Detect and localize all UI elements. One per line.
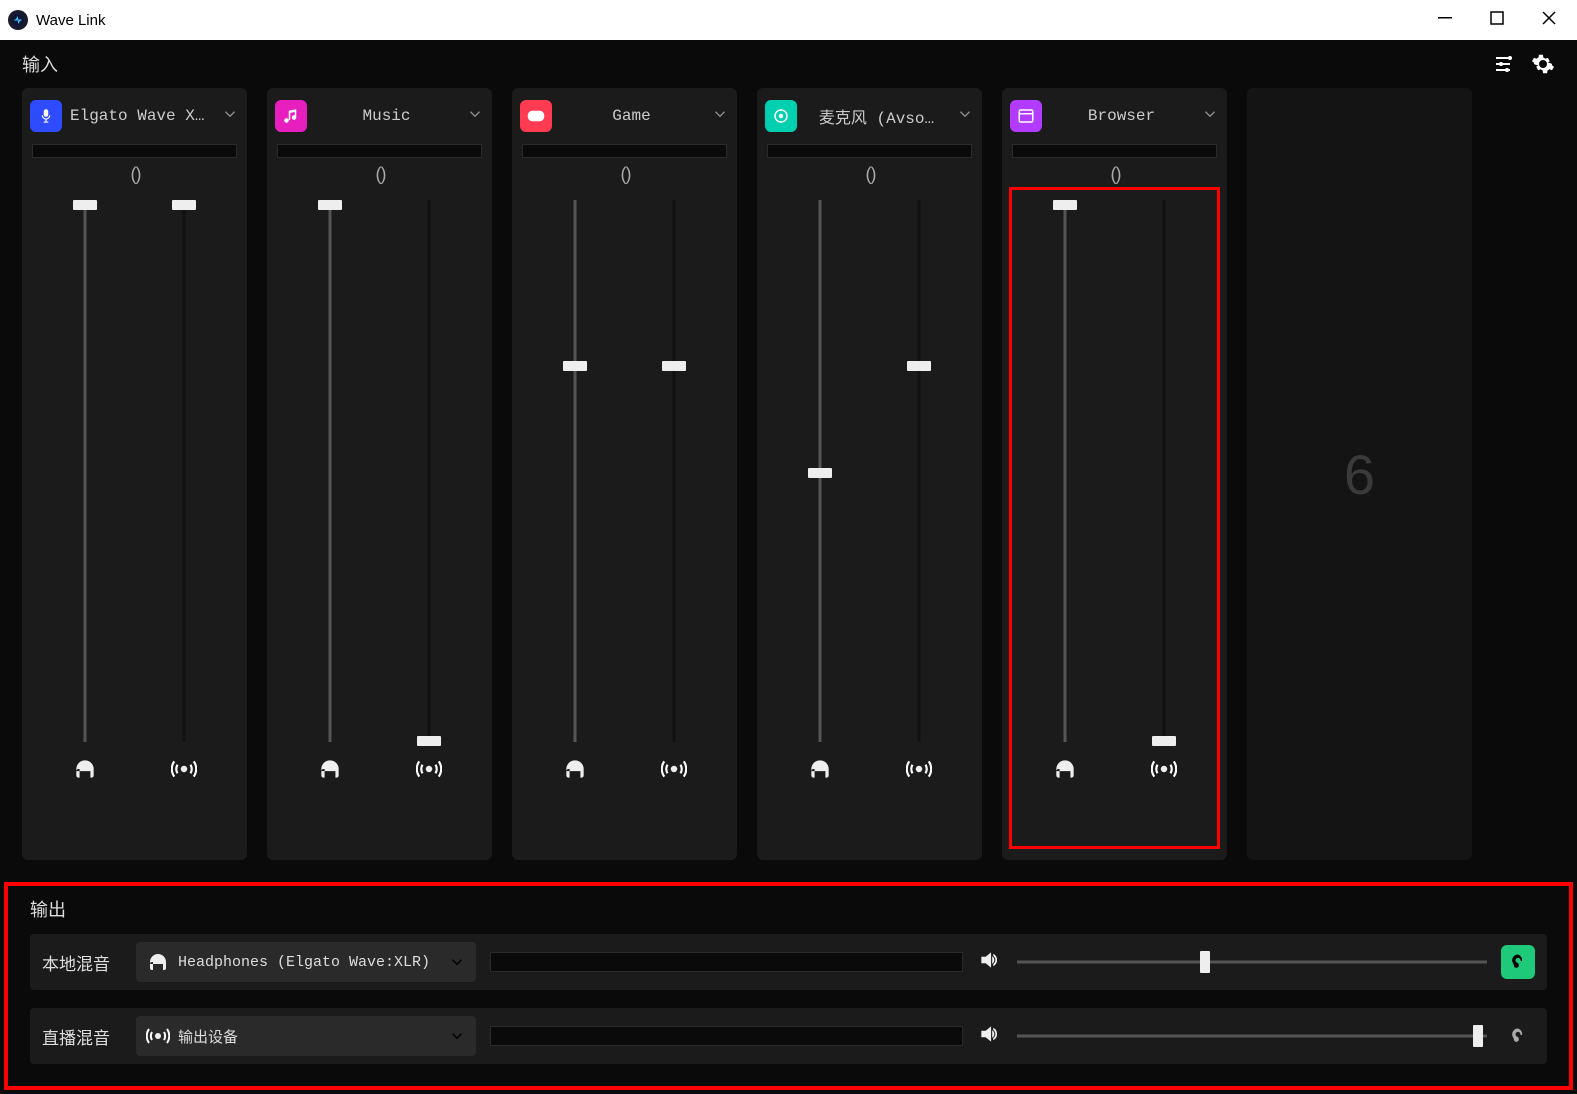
browser-icon <box>1010 100 1042 132</box>
gear-icon[interactable] <box>1531 52 1555 76</box>
channel-name: Music <box>315 107 458 125</box>
monitor-ear-button[interactable] <box>1501 945 1535 979</box>
monitor-slider[interactable] <box>1054 196 1076 746</box>
channel-mic: 麦克风 (Avso… ( ) <box>757 88 982 860</box>
link-icon[interactable]: ( ) <box>765 164 974 188</box>
maximize-button[interactable] <box>1485 11 1509 30</box>
channel-meter <box>522 144 727 158</box>
link-icon[interactable]: ( ) <box>520 164 729 188</box>
output-volume-slider[interactable] <box>1017 1026 1487 1046</box>
filter-icon[interactable] <box>1493 52 1517 76</box>
channel-name: Browser <box>1050 107 1193 125</box>
input-header: 输入 <box>0 40 1577 88</box>
output-meter <box>490 1026 963 1046</box>
speaker-icon[interactable] <box>977 1021 1003 1052</box>
window-title: Wave Link <box>36 12 1433 29</box>
headphones-icon <box>146 950 170 974</box>
channel-meter <box>32 144 237 158</box>
headphones-icon[interactable] <box>317 756 343 787</box>
chevron-down-icon <box>448 953 466 971</box>
broadcast-icon[interactable] <box>906 756 932 787</box>
app-icon <box>8 10 28 30</box>
speaker-icon[interactable] <box>977 947 1003 978</box>
monitor-slider[interactable] <box>564 196 586 746</box>
output-row-label: 直播混音 <box>42 1024 122 1049</box>
broadcast-icon[interactable] <box>416 756 442 787</box>
monitor-slider[interactable] <box>809 196 831 746</box>
stream-slider[interactable] <box>1153 196 1175 746</box>
empty-channel-slot[interactable]: 6 <box>1247 88 1472 860</box>
headphones-icon[interactable] <box>807 756 833 787</box>
output-device-name: Headphones (Elgato Wave:XLR) <box>178 954 440 971</box>
output-section-label: 输出 <box>30 896 1547 922</box>
monitor-slider[interactable] <box>74 196 96 746</box>
link-icon[interactable]: ( ) <box>30 164 239 188</box>
link-icon[interactable]: ( ) <box>275 164 484 188</box>
channel-dropdown[interactable] <box>221 105 239 128</box>
channel-name: 麦克风 (Avso… <box>805 104 948 128</box>
output-meter <box>490 952 963 972</box>
channel-game: Game ( ) <box>512 88 737 860</box>
channel-browser: Browser ( ) <box>1002 88 1227 860</box>
record-icon <box>765 100 797 132</box>
stream-slider[interactable] <box>173 196 195 746</box>
output-row-stream: 直播混音 输出设备 <box>30 1008 1547 1064</box>
broadcast-icon[interactable] <box>1151 756 1177 787</box>
broadcast-icon <box>146 1024 170 1048</box>
monitor-ear-button[interactable] <box>1501 1019 1535 1053</box>
output-device-selector[interactable]: 输出设备 <box>136 1016 476 1056</box>
headphones-icon[interactable] <box>72 756 98 787</box>
gamepad-icon <box>520 100 552 132</box>
channel-name: Game <box>560 107 703 125</box>
channels-row: Elgato Wave XLR ( ) <box>0 88 1577 878</box>
headphones-icon[interactable] <box>1052 756 1078 787</box>
headphones-icon[interactable] <box>562 756 588 787</box>
link-icon[interactable]: ( ) <box>1010 164 1219 188</box>
channel-meter <box>1012 144 1217 158</box>
channel-music: Music ( ) <box>267 88 492 860</box>
stream-slider[interactable] <box>908 196 930 746</box>
stream-slider[interactable] <box>663 196 685 746</box>
monitor-slider[interactable] <box>319 196 341 746</box>
output-volume-slider[interactable] <box>1017 952 1487 972</box>
channel-dropdown[interactable] <box>956 105 974 128</box>
channel-xlr: Elgato Wave XLR ( ) <box>22 88 247 860</box>
chevron-down-icon <box>448 1027 466 1045</box>
close-button[interactable] <box>1537 11 1561 30</box>
music-icon <box>275 100 307 132</box>
mic-stand-icon <box>30 100 62 132</box>
channel-name: Elgato Wave XLR <box>70 107 213 125</box>
window-titlebar: Wave Link <box>0 0 1577 40</box>
output-row-local: 本地混音 Headphones (Elgato Wave:XLR) <box>30 934 1547 990</box>
output-device-selector[interactable]: Headphones (Elgato Wave:XLR) <box>136 942 476 982</box>
output-section: 输出 本地混音 Headphones (Elgato Wave:XLR) 直播混… <box>4 882 1573 1090</box>
output-row-label: 本地混音 <box>42 950 122 975</box>
broadcast-icon[interactable] <box>171 756 197 787</box>
channel-dropdown[interactable] <box>1201 105 1219 128</box>
channel-dropdown[interactable] <box>466 105 484 128</box>
channel-meter <box>767 144 972 158</box>
stream-slider[interactable] <box>418 196 440 746</box>
input-section-label: 输入 <box>22 51 1493 77</box>
minimize-button[interactable] <box>1433 11 1457 30</box>
channel-meter <box>277 144 482 158</box>
channel-dropdown[interactable] <box>711 105 729 128</box>
output-device-name: 输出设备 <box>178 1026 440 1047</box>
broadcast-icon[interactable] <box>661 756 687 787</box>
